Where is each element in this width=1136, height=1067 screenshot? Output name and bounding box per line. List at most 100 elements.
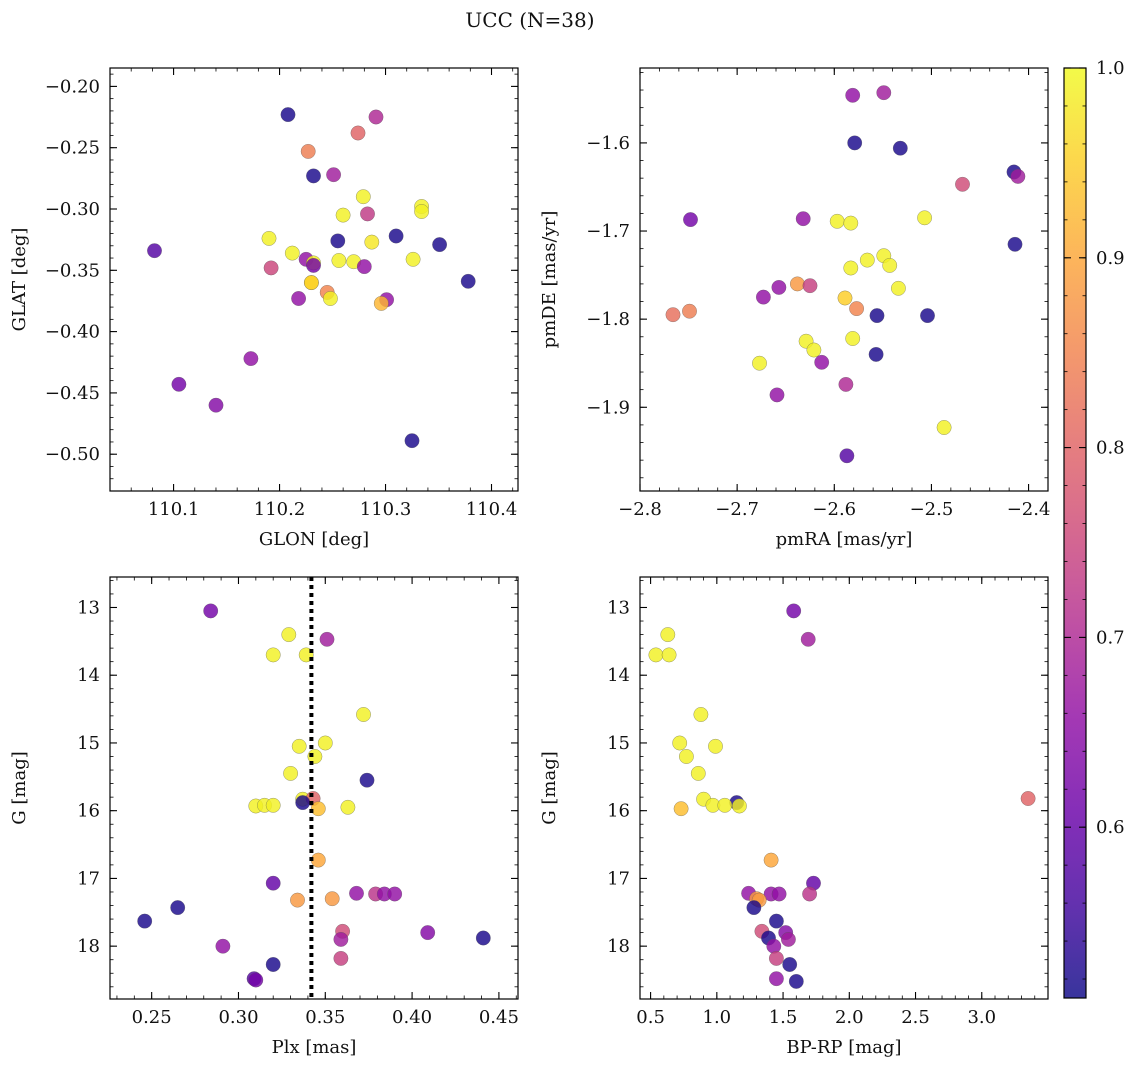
colorbar-tick-label: 0.7 [1096, 627, 1125, 648]
scatter-point [752, 355, 767, 371]
scatter-point [170, 900, 186, 916]
x-tick-label: 110.3 [360, 499, 412, 520]
colorbar-frame [1063, 67, 1087, 999]
scatter-point [800, 631, 816, 647]
scatter-point [368, 109, 384, 125]
scatter-point [768, 950, 784, 966]
scatter-point [284, 245, 300, 261]
scatter-point [265, 875, 281, 891]
scatter-point [1020, 791, 1036, 806]
y-axis-label: GLAT [deg] [9, 228, 30, 332]
x-tick-label: 0.40 [392, 1007, 432, 1028]
x-tick-label: 110.2 [254, 499, 306, 520]
y-tick-label: −1.8 [586, 309, 630, 330]
scatter-point [414, 204, 430, 219]
scatter-point [755, 289, 771, 305]
y-tick-label: −0.20 [45, 76, 100, 97]
scatter-point [265, 797, 281, 813]
x-axis-label: Plx [mas] [272, 1037, 357, 1058]
y-tick-label: −1.6 [586, 133, 630, 154]
scatter-point [333, 931, 349, 947]
scatter-point [475, 930, 491, 946]
scatter-point [322, 291, 338, 306]
scatter-point [843, 215, 859, 231]
scatter-point [405, 251, 421, 267]
scatter-point [387, 886, 403, 902]
scatter-point [839, 448, 855, 464]
y-tick-label: 16 [77, 801, 100, 822]
scatter-point [814, 354, 830, 370]
scatter-point [340, 799, 356, 815]
scatter-point [265, 957, 281, 972]
x-tick-label: −2.8 [618, 499, 662, 520]
colorbar-tick-label: 0.8 [1096, 438, 1125, 459]
scatter-point [771, 279, 787, 295]
y-tick-label: 15 [607, 733, 630, 754]
scatter-point [326, 167, 342, 183]
scatter-points [665, 85, 1026, 464]
scatter-point [171, 376, 187, 392]
scatter-points [137, 603, 491, 988]
scatter-point [319, 631, 335, 647]
y-tick-label: 13 [77, 597, 100, 618]
y-tick-label: −0.35 [45, 260, 100, 281]
scatter-point [208, 397, 224, 413]
scatter-point [147, 243, 162, 259]
scatter-point [265, 647, 281, 663]
scatter-point [665, 307, 681, 323]
scatter-point [356, 707, 371, 722]
scatter-point [350, 125, 366, 141]
scatter-point [955, 176, 970, 192]
x-tick-label: −2.7 [715, 499, 759, 520]
y-tick-label: −0.30 [45, 199, 100, 220]
y-tick-label: −1.9 [586, 397, 630, 418]
y-tick-label: 15 [77, 733, 100, 754]
scatter-point [693, 707, 709, 722]
scatter-point [310, 801, 326, 817]
scatter-point [137, 913, 153, 929]
scatter-point [683, 212, 698, 228]
colorbar: 0.6 0.7 0.8 0.9 1.0 [1063, 58, 1125, 999]
x-tick-label: 2.0 [835, 1007, 864, 1028]
scatter-point [869, 308, 885, 324]
scatter-point [717, 797, 733, 813]
scatter-point [746, 900, 762, 916]
scatter-point [769, 387, 785, 403]
scatter-point [936, 420, 952, 435]
scatter-point [306, 257, 321, 273]
plot-frame [639, 67, 1049, 492]
scatter-point [789, 276, 805, 292]
scatter-point [766, 938, 782, 954]
y-tick-label: −0.40 [45, 322, 100, 343]
x-tick-label: 0.25 [132, 1007, 172, 1028]
scatter-point [364, 234, 380, 250]
x-axis-label: GLON [deg] [259, 529, 369, 550]
scatter-point [782, 957, 798, 972]
scatter-point [243, 351, 259, 367]
scatter-point [324, 891, 340, 907]
scatter-point [331, 253, 347, 268]
panels: 110.1 110.2 110.3 110.4 −0.20 −0.25 −0.30 −0.35… [9, 67, 1050, 1058]
scatter-point [845, 331, 861, 346]
colorbar-tick-label: 1.0 [1096, 58, 1125, 79]
scatter-point [806, 342, 822, 358]
x-tick-label: 110.1 [148, 499, 200, 520]
y-tick-label: 14 [77, 665, 100, 686]
scatter-point [843, 260, 859, 276]
colorbar-tick-label: 0.6 [1096, 817, 1125, 838]
scatter-point [1010, 168, 1026, 184]
scatter-point [373, 295, 389, 311]
y-tick-label: 18 [607, 936, 630, 957]
y-tick-label: −0.50 [45, 444, 100, 465]
scatter-point [356, 259, 372, 275]
ticks [110, 577, 518, 999]
x-tick-label: 1.0 [703, 1007, 732, 1028]
x-tick-label: −2.6 [812, 499, 856, 520]
y-tick-label: −0.45 [45, 383, 100, 404]
x-tick-label: 0.30 [218, 1007, 258, 1028]
scatter-point [307, 749, 323, 764]
x-tick-label: 0.35 [305, 1007, 345, 1028]
scatter-point [291, 291, 307, 306]
scatter-point [203, 603, 219, 619]
panel-plx-g: 0.25 0.30 0.35 0.40 0.45 13 14 15 16 17 18 Plx [mas… [9, 576, 519, 1058]
